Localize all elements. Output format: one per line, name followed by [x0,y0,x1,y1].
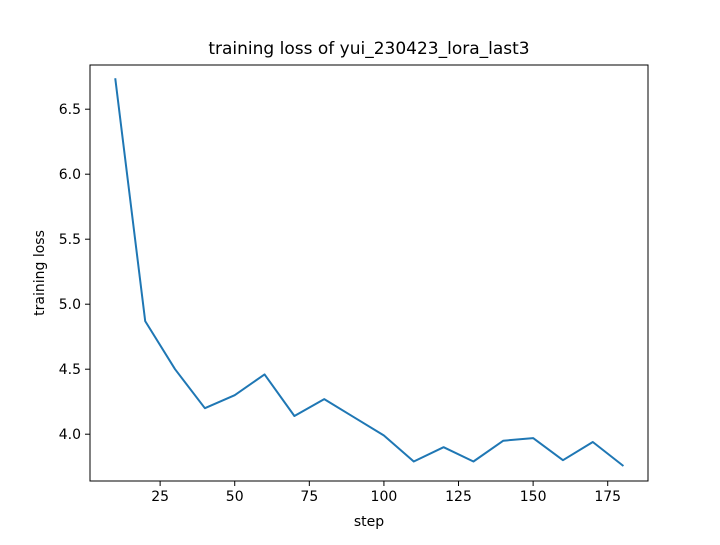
y-tick-label: 6.5 [59,102,81,118]
x-tick-label: 75 [300,489,318,505]
y-axis-label: training loss [32,230,48,316]
chart-title: training loss of yui_230423_lora_last3 [208,39,529,59]
x-axis-ticks: 25 50 75 100 125 150 175 [151,481,621,505]
x-tick-label: 50 [226,489,244,505]
plot-area [89,64,649,482]
y-tick-label: 4.5 [59,362,81,378]
plot-frame [89,64,649,482]
y-tick-label: 6.0 [59,167,81,183]
x-tick-label: 25 [151,489,169,505]
x-tick-label: 175 [594,489,621,505]
x-tick-label: 100 [371,489,398,505]
x-tick-label: 125 [445,489,472,505]
y-axis-ticks: 4.0 4.5 5.0 5.5 6.0 6.5 [59,102,90,443]
y-tick-label: 4.0 [59,427,81,443]
x-tick-label: 150 [520,489,547,505]
x-axis-label: step [354,514,384,530]
series-line-0 [114,78,625,467]
y-tick-label: 5.5 [59,232,81,248]
y-tick-label: 5.0 [59,297,81,313]
